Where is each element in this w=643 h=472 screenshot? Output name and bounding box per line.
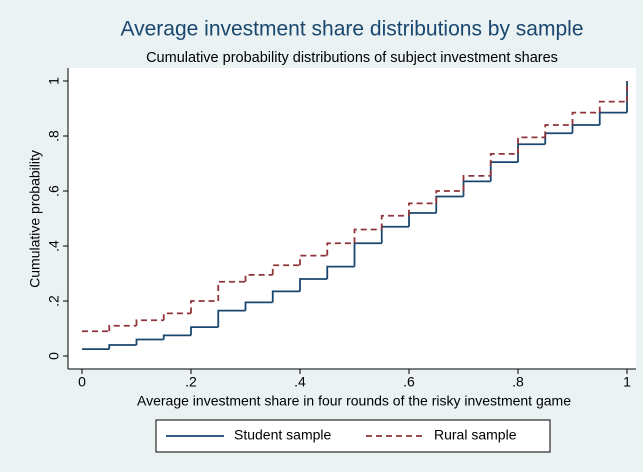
- step-segment: [135, 338, 164, 345]
- step-segment: [489, 152, 518, 176]
- x-tick-label: 0: [78, 374, 86, 390]
- y-tick-label: 0: [46, 352, 62, 360]
- step-segment: [190, 300, 219, 314]
- step-segment: [299, 278, 328, 292]
- step-segment: [299, 254, 328, 266]
- x-tick-label: .6: [403, 374, 415, 390]
- y-tick-label: .4: [46, 240, 62, 252]
- y-tick-label: .8: [46, 130, 62, 142]
- step-segment: [271, 290, 300, 303]
- x-axis-label: Average investment share in four rounds …: [137, 393, 571, 409]
- step-segment: [108, 324, 137, 332]
- step-segment: [544, 124, 573, 138]
- step-segment: [326, 242, 355, 256]
- step-segment: [326, 265, 355, 279]
- step-segment: [190, 326, 219, 336]
- step-segment: [271, 264, 300, 275]
- step-segment: [162, 334, 191, 340]
- chart-subtitle: Cumulative probability distributions of …: [146, 50, 558, 66]
- step-segment: [517, 143, 546, 163]
- step-segment: [135, 319, 164, 326]
- step-segment: [244, 301, 273, 311]
- y-axis-label: Cumulative probability: [27, 150, 43, 288]
- step-segment: [217, 309, 246, 328]
- y-tick-label: .2: [46, 295, 62, 307]
- x-tick-label: .8: [512, 374, 524, 390]
- step-segment: [244, 273, 273, 282]
- x-tick-label: .4: [294, 374, 306, 390]
- step-segment: [571, 111, 600, 125]
- step-segment: [462, 174, 491, 191]
- y-tick-label: .6: [46, 185, 62, 197]
- legend-label: Rural sample: [434, 427, 517, 443]
- step-segment: [380, 214, 409, 230]
- step-segment: [435, 190, 464, 204]
- step-segment: [435, 195, 464, 213]
- x-tick-label: 1: [623, 374, 631, 390]
- step-segment: [108, 344, 137, 350]
- legend-label: Student sample: [234, 427, 331, 443]
- step-segment: [408, 202, 437, 216]
- x-tick-label: .2: [185, 374, 197, 390]
- plot-area: [68, 68, 636, 369]
- chart-title: Average investment share distributions b…: [120, 18, 583, 41]
- y-tick-label: 1: [46, 77, 62, 85]
- step-segment: [462, 180, 491, 197]
- step-segment: [162, 312, 191, 321]
- step-segment: [353, 228, 382, 244]
- step-segment: [598, 100, 627, 113]
- step-segment: [517, 136, 546, 154]
